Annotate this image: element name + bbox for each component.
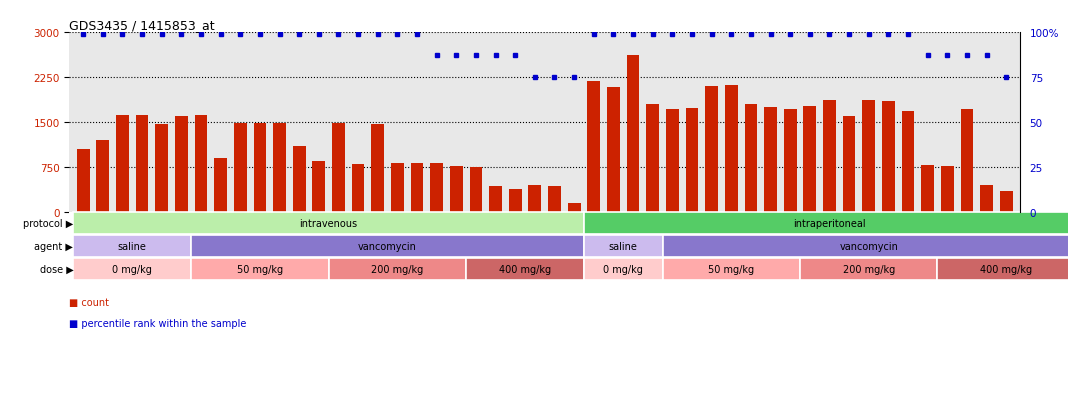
Bar: [391, 164, 404, 212]
Bar: [175, 117, 188, 212]
Text: agent ▶: agent ▶: [34, 242, 74, 252]
Text: intravenous: intravenous: [300, 219, 358, 229]
Bar: [764, 108, 776, 212]
Text: 50 mg/kg: 50 mg/kg: [708, 264, 754, 274]
Bar: [489, 186, 502, 212]
Bar: [607, 88, 619, 212]
Bar: [627, 56, 640, 212]
Bar: [843, 117, 855, 212]
Bar: [351, 164, 364, 212]
Text: saline: saline: [609, 242, 638, 252]
Text: intraperitoneal: intraperitoneal: [794, 219, 866, 229]
Text: vancomycin: vancomycin: [358, 242, 417, 252]
Bar: [548, 187, 561, 212]
Bar: [662, 236, 1068, 258]
Bar: [922, 165, 934, 212]
Bar: [960, 109, 973, 212]
Bar: [666, 109, 679, 212]
Bar: [705, 87, 718, 212]
Bar: [116, 116, 129, 212]
Text: 200 mg/kg: 200 mg/kg: [843, 264, 895, 274]
Bar: [450, 166, 462, 212]
Bar: [646, 105, 659, 212]
Bar: [430, 164, 443, 212]
Bar: [74, 259, 191, 280]
Bar: [313, 161, 326, 212]
Bar: [470, 168, 483, 212]
Bar: [372, 125, 384, 212]
Bar: [332, 123, 345, 212]
Bar: [191, 236, 584, 258]
Bar: [529, 185, 541, 212]
Bar: [784, 109, 797, 212]
Text: GDS3435 / 1415853_at: GDS3435 / 1415853_at: [69, 19, 215, 32]
Text: 200 mg/kg: 200 mg/kg: [372, 264, 424, 274]
Bar: [744, 105, 757, 212]
Bar: [466, 259, 584, 280]
Bar: [329, 259, 466, 280]
Bar: [686, 109, 698, 212]
Text: vancomycin: vancomycin: [839, 242, 898, 252]
Bar: [77, 150, 90, 212]
Bar: [584, 236, 662, 258]
Bar: [293, 147, 305, 212]
Text: protocol ▶: protocol ▶: [23, 219, 74, 229]
Bar: [823, 101, 836, 212]
Bar: [980, 185, 993, 212]
Text: dose ▶: dose ▶: [40, 264, 74, 274]
Bar: [662, 259, 800, 280]
Bar: [882, 102, 895, 212]
Bar: [941, 166, 954, 212]
Text: ■ count: ■ count: [69, 297, 109, 307]
Bar: [587, 82, 600, 212]
Bar: [508, 190, 521, 212]
Bar: [273, 123, 286, 212]
Bar: [568, 204, 581, 212]
Bar: [155, 124, 168, 212]
Text: 50 mg/kg: 50 mg/kg: [237, 264, 283, 274]
Text: 400 mg/kg: 400 mg/kg: [980, 264, 1033, 274]
Bar: [410, 164, 423, 212]
Text: 0 mg/kg: 0 mg/kg: [112, 264, 153, 274]
Text: saline: saline: [117, 242, 146, 252]
Text: ■ percentile rank within the sample: ■ percentile rank within the sample: [69, 318, 247, 328]
Bar: [1000, 192, 1012, 212]
Bar: [136, 116, 148, 212]
Bar: [862, 101, 875, 212]
Bar: [938, 259, 1068, 280]
Bar: [253, 123, 266, 212]
Bar: [725, 85, 738, 212]
Bar: [194, 116, 207, 212]
Bar: [215, 159, 227, 212]
Bar: [96, 141, 109, 212]
Bar: [74, 213, 584, 235]
Bar: [584, 259, 662, 280]
Bar: [803, 107, 816, 212]
Text: 0 mg/kg: 0 mg/kg: [603, 264, 643, 274]
Bar: [901, 112, 914, 212]
Bar: [584, 213, 1068, 235]
Bar: [191, 259, 329, 280]
Bar: [234, 123, 247, 212]
Text: 400 mg/kg: 400 mg/kg: [499, 264, 551, 274]
Bar: [74, 236, 191, 258]
Bar: [800, 259, 938, 280]
